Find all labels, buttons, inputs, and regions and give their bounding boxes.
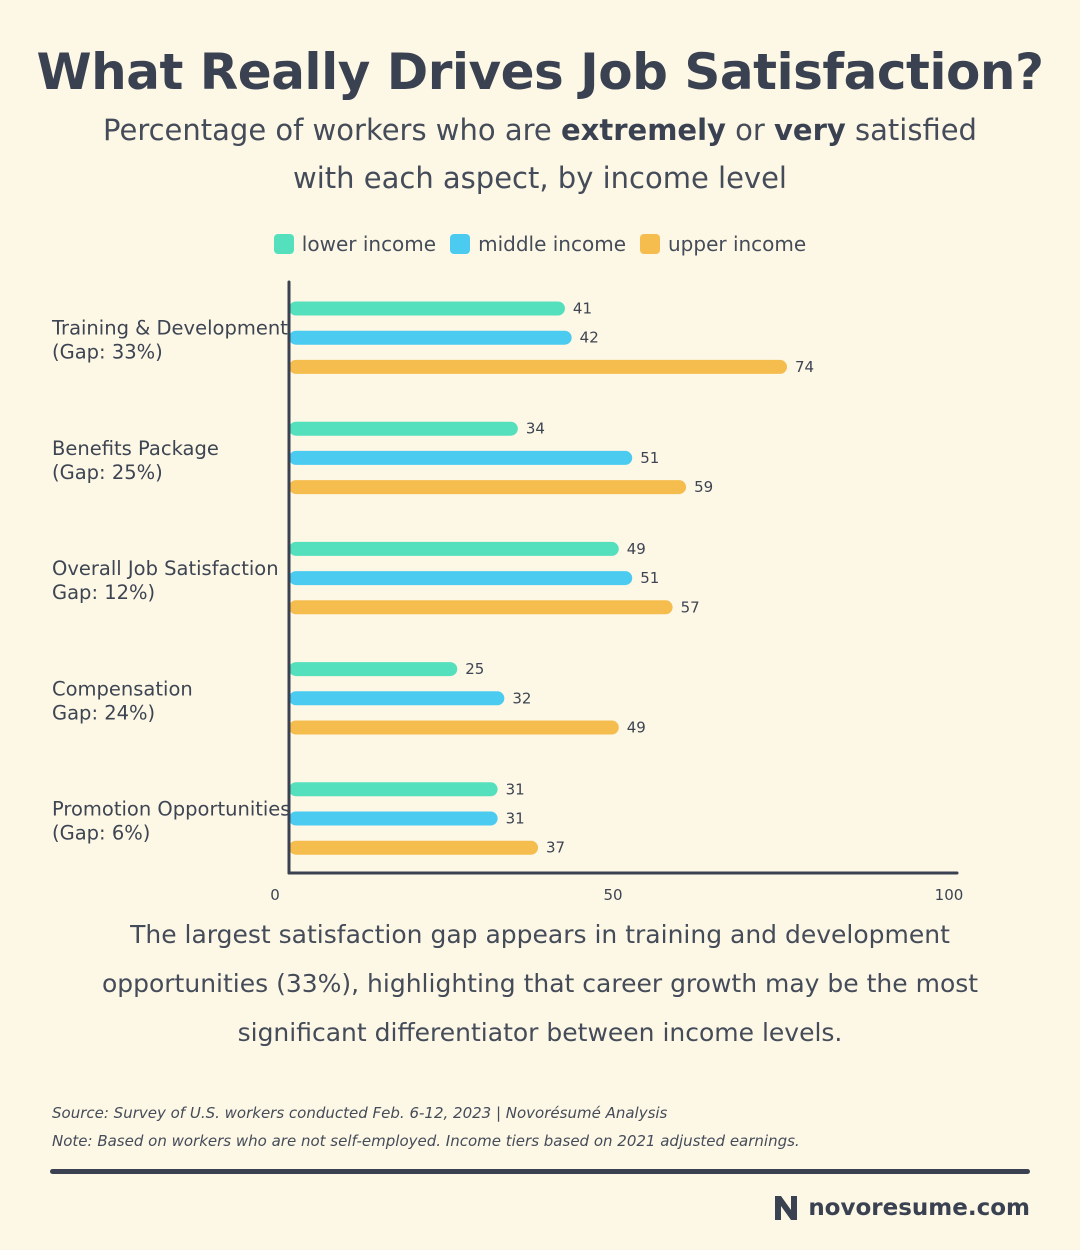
- footnotes: Source: Survey of U.S. workers conducted…: [52, 1099, 1032, 1155]
- legend-swatch-lower: [273, 234, 294, 254]
- bar: [289, 782, 498, 797]
- bar: [289, 421, 518, 436]
- subtitle-bold-1: extremely: [560, 113, 726, 147]
- x-tick-label: 100: [935, 886, 964, 904]
- bar: [289, 600, 673, 615]
- category-label: (Gap: 25%): [52, 461, 163, 484]
- bar: [289, 840, 539, 855]
- conclusion-text: The largest satisfaction gap appears in …: [101, 920, 979, 1047]
- data-label: 42: [580, 329, 599, 347]
- legend-label-upper: upper income: [668, 232, 807, 256]
- chart-legend: lower income middle income upper income: [0, 232, 1080, 256]
- bar: [289, 301, 565, 316]
- legend-item-middle: middle income: [450, 232, 626, 256]
- novoresume-n-logo-icon: [775, 1196, 798, 1220]
- footer-divider: [50, 1169, 1030, 1174]
- category-label: Promotion Opportunities: [52, 798, 290, 821]
- data-label: 49: [627, 540, 646, 558]
- legend-swatch-middle: [450, 234, 471, 254]
- subtitle-text-3: satisfied with each aspect, by income le…: [293, 113, 977, 195]
- bar: [289, 720, 619, 735]
- data-label: 37: [546, 839, 565, 857]
- bar: [289, 450, 633, 465]
- data-label: 49: [627, 719, 646, 737]
- legend-item-lower: lower income: [273, 232, 437, 256]
- data-label: 74: [795, 358, 814, 376]
- legend-label-lower: lower income: [301, 232, 437, 256]
- category-label: Gap: 12%): [52, 581, 155, 604]
- brand: novoresume.com: [772, 1194, 1030, 1222]
- brand-name: novoresume.com: [808, 1195, 1030, 1221]
- data-label: 34: [526, 420, 545, 438]
- bar: [289, 662, 458, 677]
- legend-label-middle: middle income: [478, 232, 626, 256]
- bar: [289, 811, 498, 826]
- bar: [289, 480, 687, 495]
- bar: [289, 330, 572, 345]
- bar-chart: 41 42 74 Training & Development(Gap: 33%) 34…: [51, 280, 964, 904]
- legend-item-upper: upper income: [640, 232, 806, 256]
- chart-title: What Really Drives Job Satisfaction?: [36, 43, 1044, 101]
- category-label: (Gap: 33%): [52, 341, 163, 364]
- data-label: 51: [640, 449, 659, 467]
- subtitle-text-1: Percentage of workers who are: [103, 113, 561, 147]
- bar: [289, 541, 619, 556]
- category-label: Gap: 24%): [52, 701, 155, 724]
- data-label: 31: [506, 780, 525, 798]
- source-note: Source: Survey of U.S. workers conducted…: [52, 1104, 668, 1122]
- data-label: 25: [465, 660, 484, 678]
- chart-subtitle: Percentage of workers who are extremely …: [90, 106, 990, 202]
- data-label: 59: [694, 478, 713, 496]
- subtitle-bold-2: very: [774, 113, 846, 147]
- data-label: 51: [640, 569, 659, 587]
- bar: [289, 691, 505, 706]
- category-label: Overall Job Satisfaction: [52, 557, 279, 580]
- category-label: Compensation: [52, 677, 193, 700]
- data-label: 41: [573, 300, 592, 318]
- methodology-note: Note: Based on workers who are not self-…: [52, 1132, 800, 1150]
- subtitle-text-2: or: [725, 113, 775, 147]
- data-label: 57: [681, 598, 700, 616]
- category-label: Benefits Package: [52, 437, 219, 460]
- bar: [289, 571, 633, 586]
- legend-swatch-upper: [640, 234, 660, 254]
- x-tick-label: 0: [270, 886, 280, 904]
- category-label: (Gap: 6%): [52, 822, 150, 845]
- data-label: 31: [506, 810, 525, 828]
- data-label: 32: [512, 689, 531, 707]
- x-tick-label: 50: [603, 886, 622, 904]
- category-label: Training & Development: [51, 317, 288, 340]
- bar: [289, 359, 788, 374]
